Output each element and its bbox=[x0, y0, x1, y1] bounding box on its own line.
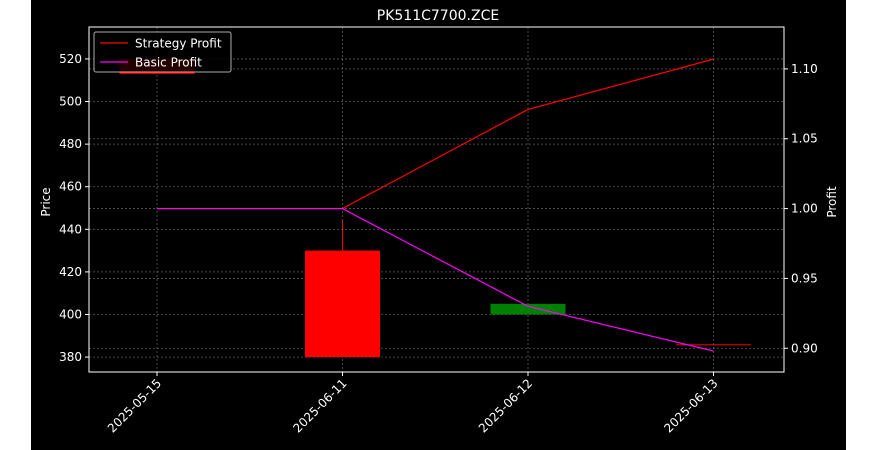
grid bbox=[89, 27, 784, 372]
series-line bbox=[157, 207, 714, 352]
axes: 2025-05-15 2025-06-11 2025-06-12 2025-06-13… bbox=[59, 52, 818, 435]
legend-label: Strategy Profit bbox=[135, 37, 222, 51]
y-tick-label-right: 0.90 bbox=[791, 341, 818, 355]
y-axis-label-right: Profit bbox=[825, 186, 839, 218]
legend: Strategy Profit Basic Profit bbox=[93, 31, 232, 73]
y-tick-label-right: 1.00 bbox=[791, 202, 818, 216]
y-tick-label-left: 460 bbox=[59, 180, 82, 194]
legend-box bbox=[93, 31, 232, 73]
candle-body bbox=[490, 303, 566, 315]
y-tick-label-left: 400 bbox=[59, 308, 82, 322]
y-tick-label-right: 1.05 bbox=[791, 132, 818, 146]
y-tick-label-left: 500 bbox=[59, 95, 82, 109]
legend-label: Basic Profit bbox=[135, 56, 202, 70]
x-tick-label: 2025-06-12 bbox=[476, 376, 535, 435]
candle-body bbox=[676, 344, 751, 346]
y-tick-label-left: 480 bbox=[59, 137, 82, 151]
x-tick-label: 2025-05-15 bbox=[105, 376, 164, 435]
y-axis-label-left: Price bbox=[39, 187, 53, 216]
candles bbox=[119, 50, 751, 358]
y-tick-label-left: 440 bbox=[59, 222, 82, 236]
x-tick-label: 2025-06-13 bbox=[661, 376, 720, 435]
candle-body bbox=[305, 250, 380, 358]
x-tick-label: 2025-06-11 bbox=[290, 376, 349, 435]
y-tick-label-left: 420 bbox=[59, 265, 82, 279]
y-tick-label-right: 0.95 bbox=[791, 271, 818, 285]
y-tick-label-left: 380 bbox=[59, 350, 82, 364]
y-tick-label-left: 520 bbox=[59, 52, 82, 66]
plot-frame bbox=[88, 26, 785, 373]
candlestick-profit-chart: PK511C7700.ZCE 2025-05-15 2025-06-11 2025-… bbox=[39, 8, 839, 435]
profit-lines bbox=[157, 58, 714, 352]
y-tick-label-right: 1.10 bbox=[791, 62, 818, 76]
series-line bbox=[157, 58, 714, 210]
chart-title: PK511C7700.ZCE bbox=[377, 8, 499, 24]
chart-figure: PK511C7700.ZCE 2025-05-15 2025-06-11 2025-… bbox=[31, 0, 846, 450]
